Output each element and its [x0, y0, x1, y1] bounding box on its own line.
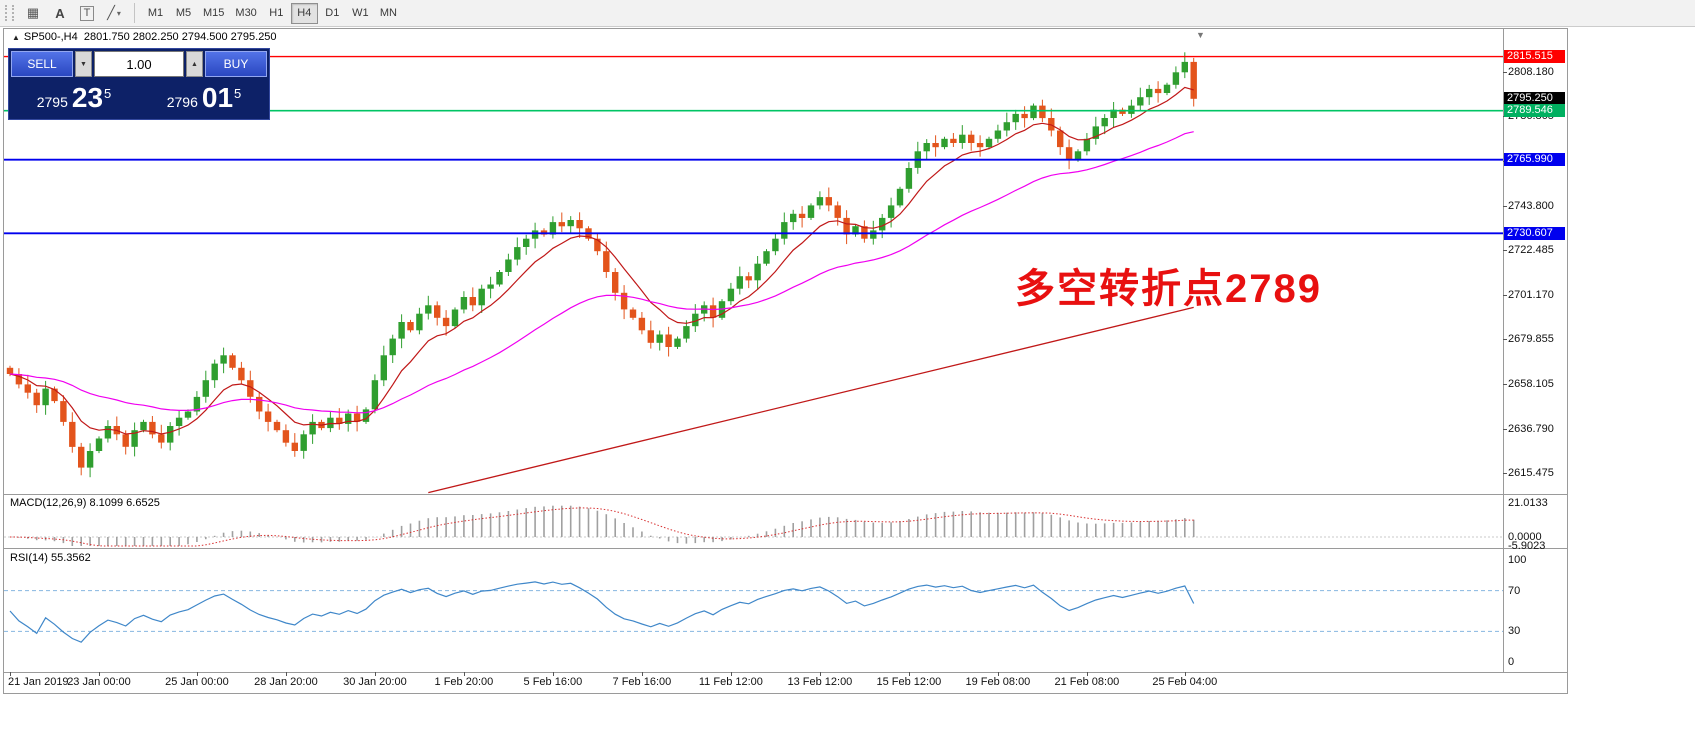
timeframe-button-m1[interactable]: M1	[142, 3, 169, 24]
ask-big-digits: 01	[201, 82, 234, 113]
bid-sup-digit: 5	[104, 86, 112, 101]
ask-sup-digit: 5	[234, 86, 242, 101]
chevron-down-icon: ▾	[116, 8, 121, 18]
bid-price: 2795 23 5	[9, 77, 139, 119]
ask-price: 2796 01 5	[139, 77, 269, 119]
text-label-glyph: T	[79, 5, 95, 21]
timeframe-button-m15[interactable]: M15	[198, 3, 229, 24]
buy-button[interactable]: BUY	[205, 51, 267, 77]
price-chart-canvas[interactable]	[4, 28, 1503, 494]
ask-prefix: 2796	[166, 94, 198, 110]
timeframe-button-h1[interactable]: H1	[263, 3, 290, 24]
timeframe-button-d1[interactable]: D1	[319, 3, 346, 24]
sell-button[interactable]: SELL	[11, 51, 73, 77]
timeframe-group: M1 M5 M15 M30 H1 H4 D1 W1 MN	[142, 2, 402, 24]
chart-shift-marker-icon[interactable]: ▼	[1196, 30, 1205, 40]
collapse-triangle-icon[interactable]: ▲	[12, 33, 20, 42]
chart-header: ▲ SP500-,H4 2801.750 2802.250 2794.500 27…	[12, 31, 277, 43]
rsi-label: RSI(14) 55.3562	[10, 552, 91, 564]
line-glyph: ╱	[107, 5, 115, 20]
macd-label: MACD(12,26,9) 8.1099 6.6525	[10, 497, 160, 509]
bid-big-digits: 23	[71, 82, 104, 113]
timeframe-button-mn[interactable]: MN	[375, 3, 402, 24]
price-axis-border	[1503, 28, 1504, 672]
timeframe-button-w1[interactable]: W1	[347, 3, 374, 24]
one-click-trading-panel: SELL ▼ ▲ BUY 2795 23 5 2796 01 5	[8, 48, 270, 120]
bid-prefix: 2795	[36, 94, 68, 110]
volume-input[interactable]	[94, 51, 184, 77]
chart-window	[3, 28, 1568, 694]
toolbar-grip[interactable]	[5, 5, 14, 21]
macd-window-separator[interactable]	[3, 494, 1568, 495]
ohlc-values: 2801.750 2802.250 2794.500 2795.250	[83, 31, 277, 43]
timeframe-button-m30[interactable]: M30	[230, 3, 261, 24]
symbol-period-label: SP500-,H4	[23, 31, 78, 43]
toolbar-separator	[134, 3, 135, 23]
rsi-window-separator[interactable]	[3, 548, 1568, 549]
timeframe-button-m5[interactable]: M5	[170, 3, 197, 24]
text-label-icon[interactable]: T	[74, 2, 100, 24]
font-icon[interactable]: A	[47, 2, 73, 24]
timeframe-button-h4[interactable]: H4	[290, 2, 318, 24]
line-studies-icon[interactable]: ╱ ▾	[101, 2, 127, 24]
rsi-canvas[interactable]	[4, 549, 1503, 672]
time-axis-line	[3, 672, 1568, 673]
chart-annotation-text[interactable]: 多空转折点2789	[1015, 267, 1322, 311]
macd-canvas[interactable]	[4, 495, 1503, 548]
toolbar: ▦ A T ╱ ▾ M1 M5 M15 M30 H1 H4 D1 W1 MN	[0, 0, 1695, 27]
volume-dropdown-button[interactable]: ▼	[75, 51, 92, 77]
tile-windows-icon[interactable]: ▦	[20, 2, 46, 24]
volume-spinner-button[interactable]: ▲	[186, 51, 203, 77]
